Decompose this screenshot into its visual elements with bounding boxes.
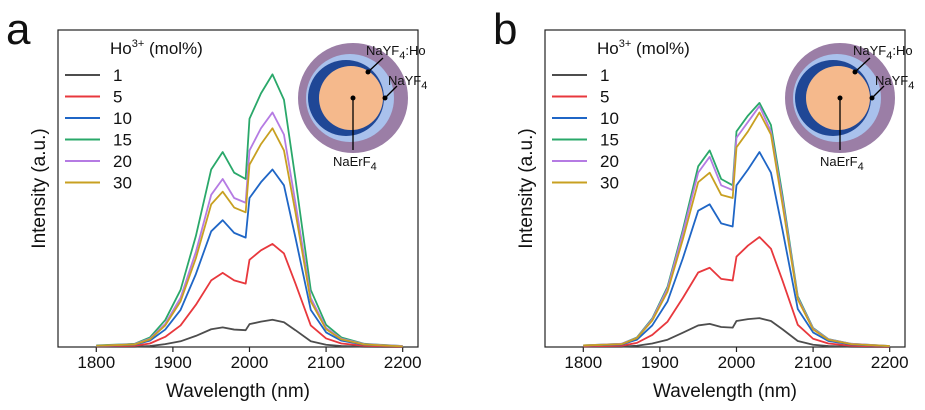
- data-line: [583, 111, 890, 347]
- y-axis-label: Intensity (a.u.): [29, 128, 50, 248]
- x-tick-label: 2200: [871, 353, 909, 372]
- legend-title: Ho3+ (mol%): [110, 38, 203, 58]
- legend-title-part: 3+: [132, 38, 145, 50]
- inset-label-part: NaYF: [366, 43, 399, 58]
- inset-label-part: 4: [886, 50, 892, 62]
- data-line: [583, 236, 890, 348]
- x-tick-label: 1800: [77, 353, 115, 372]
- inset-label: NaErF4: [820, 154, 864, 173]
- inset-label-part: :Ho: [892, 43, 912, 58]
- legend-label: 15: [113, 131, 132, 150]
- inset-label: NaYF4:Ho: [366, 43, 426, 62]
- inset-label-part: 4: [371, 161, 377, 173]
- data-line: [583, 317, 890, 348]
- legend-title-part: 3+: [619, 38, 632, 50]
- pointer-dot: [837, 95, 843, 101]
- pointer: [384, 85, 398, 99]
- inset-label: NaErF4: [333, 154, 377, 173]
- panel: b 1800 1900 2000 2100 2200 Wavelength (nm) Inte…: [493, 5, 914, 402]
- inset-label-part: 4: [858, 161, 864, 173]
- legend-title-part: Ho: [597, 39, 619, 58]
- pointer-dot: [350, 95, 356, 101]
- panel-label: a: [6, 5, 31, 54]
- inset-label-part: NaYF: [875, 73, 908, 88]
- inset-label: NaYF4: [388, 73, 427, 92]
- pointer: [854, 57, 871, 73]
- data-line: [96, 243, 403, 348]
- plot-frame: [544, 29, 906, 348]
- inset-label-part: NaYF: [853, 43, 886, 58]
- pointer-dot: [382, 95, 388, 101]
- plot-frame: [57, 29, 419, 348]
- pointer: [871, 85, 885, 99]
- x-tick-label: 1800: [564, 353, 602, 372]
- x-tick-label: 2100: [794, 353, 832, 372]
- legend-title: Ho3+ (mol%): [597, 38, 690, 58]
- legend-title-part: Ho: [110, 39, 132, 58]
- legend-label: 15: [600, 131, 619, 150]
- inset-label-part: 4: [399, 50, 405, 62]
- pointer-dot: [852, 69, 858, 75]
- legend-label: 5: [600, 88, 609, 107]
- inset-label: NaYF4:Ho: [853, 43, 913, 62]
- inset-label-part: NaErF: [333, 154, 371, 169]
- inset-label-part: 4: [421, 80, 427, 92]
- inset-label-part: NaYF: [388, 73, 421, 88]
- data-line: [96, 318, 403, 348]
- x-tick-label: 2000: [718, 353, 756, 372]
- legend-title-part: (mol%): [631, 39, 690, 58]
- legend-label: 20: [600, 152, 619, 171]
- data-line: [583, 151, 890, 348]
- legend-label: 1: [600, 66, 609, 85]
- panel-label: b: [493, 5, 517, 54]
- inset-label-part: NaErF: [820, 154, 858, 169]
- legend-label: 10: [600, 109, 619, 128]
- x-tick-label: 2200: [384, 353, 422, 372]
- x-axis-label: Wavelength (nm): [166, 381, 310, 402]
- x-tick-label: 2000: [231, 353, 269, 372]
- legend-label: 10: [113, 109, 132, 128]
- data-line: [96, 73, 403, 347]
- inset-label-part: :Ho: [405, 43, 425, 58]
- x-tick-label: 1900: [154, 353, 192, 372]
- x-tick-label: 2100: [307, 353, 345, 372]
- data-line: [96, 168, 403, 348]
- legend-title-part: (mol%): [144, 39, 203, 58]
- pointer: [367, 57, 384, 73]
- x-tick-label: 1900: [641, 353, 679, 372]
- legend-label: 20: [113, 152, 132, 171]
- pointer-dot: [365, 69, 371, 75]
- inset-label: NaYF4: [875, 73, 914, 92]
- legend-label: 5: [113, 88, 122, 107]
- panel: a 1800 1900 2000 2100 2200 Wavelength (nm) Inte…: [6, 5, 427, 402]
- legend-label: 30: [600, 174, 619, 193]
- pointer-dot: [869, 95, 875, 101]
- x-axis-label: Wavelength (nm): [653, 381, 797, 402]
- y-axis-label: Intensity (a.u.): [516, 128, 537, 248]
- data-line: [96, 127, 403, 348]
- inset-label-part: 4: [908, 80, 914, 92]
- legend-label: 1: [113, 66, 122, 85]
- legend-label: 30: [113, 174, 132, 193]
